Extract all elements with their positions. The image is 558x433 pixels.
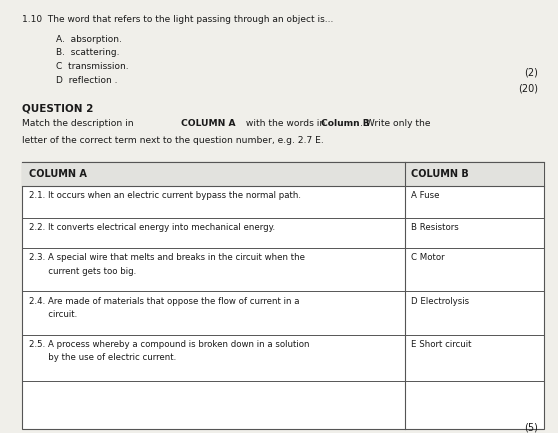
Text: 2.2. It converts electrical energy into mechanical energy.: 2.2. It converts electrical energy into … [29,223,275,232]
Text: letter of the correct term next to the question number, e.g. 2.7 E.: letter of the correct term next to the q… [22,136,324,145]
Text: 2.3. A special wire that melts and breaks in the circuit when the
       current: 2.3. A special wire that melts and break… [29,253,305,275]
Text: 2.4. Are made of materials that oppose the flow of current in a
       circuit.: 2.4. Are made of materials that oppose t… [29,297,300,319]
Text: with the words in: with the words in [243,119,328,128]
Text: B Resistors: B Resistors [411,223,459,232]
Text: COLUMN A: COLUMN A [29,169,87,179]
Text: 1.10  The word that refers to the light passing through an object is...: 1.10 The word that refers to the light p… [22,15,334,24]
Text: (5): (5) [525,422,538,432]
Text: COLUMN B: COLUMN B [411,169,469,179]
Text: 2.5. A process whereby a compound is broken down in a solution
       by the use: 2.5. A process whereby a compound is bro… [29,340,310,362]
Text: 2.1. It occurs when an electric current bypass the normal path.: 2.1. It occurs when an electric current … [29,191,301,200]
Text: (20): (20) [518,83,538,93]
Text: D  reflection .: D reflection . [56,76,117,85]
Text: D Electrolysis: D Electrolysis [411,297,469,306]
Text: . Write only the: . Write only the [360,119,430,128]
Text: QUESTION 2: QUESTION 2 [22,103,94,113]
Text: A.  absorption.: A. absorption. [56,35,122,44]
Text: C Motor: C Motor [411,253,445,262]
Text: B.  scattering.: B. scattering. [56,48,119,58]
Text: C  transmission.: C transmission. [56,62,128,71]
Text: Column B: Column B [321,119,370,128]
Text: Match the description in: Match the description in [22,119,137,128]
Bar [22,162,544,186]
Text: A Fuse: A Fuse [411,191,440,200]
Text: E Short circuit: E Short circuit [411,340,472,349]
Bar [22,162,544,429]
Text: (2): (2) [525,67,538,77]
Text: COLUMN A: COLUMN A [181,119,236,128]
